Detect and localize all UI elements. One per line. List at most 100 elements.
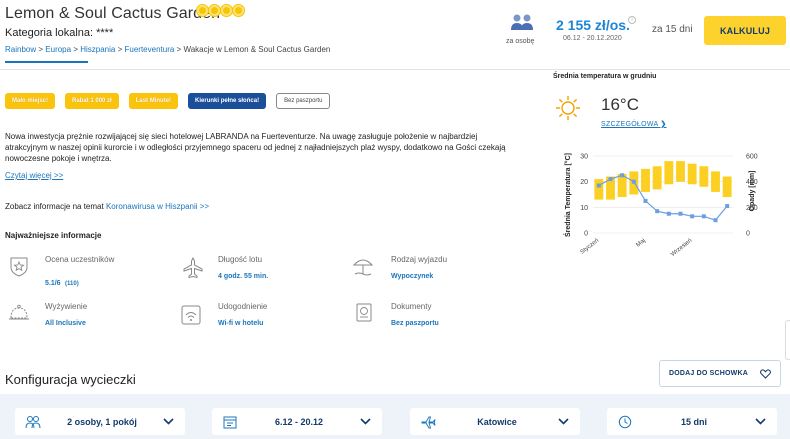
x-tick-label: Maj bbox=[635, 238, 646, 249]
breadcrumb-link[interactable]: Hiszpania bbox=[80, 45, 116, 54]
precipitation-point bbox=[608, 177, 613, 182]
chevron-down-icon bbox=[558, 418, 569, 425]
passport-icon bbox=[356, 303, 372, 322]
add-to-favorites-label: DODAJ DO SCHOWKA bbox=[668, 370, 749, 377]
trip-type-label: Rodzaj wyjazdu bbox=[391, 255, 448, 264]
y-tick-label: 20 bbox=[580, 179, 588, 186]
precipitation-point bbox=[725, 204, 730, 209]
y-right-axis-label: Opady [mm] bbox=[749, 171, 756, 212]
heart-icon bbox=[760, 368, 771, 379]
breadcrumb-current: Wakacje w Lemon & Soul Cactus Garden bbox=[183, 45, 331, 54]
dates-select[interactable]: 6.12 - 20.12 bbox=[212, 408, 382, 435]
divider bbox=[0, 69, 790, 70]
add-to-favorites-button[interactable]: DODAJ DO SCHOWKA bbox=[659, 360, 781, 387]
precipitation-point bbox=[631, 179, 636, 184]
rating-count: (110) bbox=[65, 281, 79, 287]
temperature-bar bbox=[641, 168, 650, 192]
duration-select[interactable]: 15 dni bbox=[607, 408, 777, 435]
breadcrumb-link[interactable]: Europa bbox=[45, 45, 72, 54]
key-info-title: Najważniejsze informacje bbox=[5, 231, 102, 240]
weather-details-link[interactable]: SZCZEGÓŁOWA ❯ bbox=[601, 120, 667, 128]
temperature-bar bbox=[687, 163, 697, 185]
precipitation-point bbox=[643, 198, 648, 203]
side-tab[interactable] bbox=[785, 320, 790, 360]
calculate-button[interactable]: KALKULUJ bbox=[704, 16, 786, 45]
info-icon[interactable]: i bbox=[628, 16, 636, 24]
amenity-value: Wi-fi w hotelu bbox=[218, 320, 264, 327]
badge-last-minute[interactable]: Last Minute! bbox=[128, 93, 179, 109]
config-title: Konfiguracja wycieczki bbox=[5, 372, 136, 387]
breadcrumb-separator: > bbox=[176, 45, 182, 54]
precipitation-point bbox=[666, 211, 671, 216]
climate-chart: 0 10 20 30 0 200 400 600 Styczeń Maj Wrzesień Średn… bbox=[563, 153, 758, 258]
sun-icon bbox=[556, 96, 580, 120]
temperature-bar bbox=[664, 161, 674, 185]
temperature-bar bbox=[652, 166, 662, 190]
local-category: Kategoria lokalna: **** bbox=[5, 27, 114, 39]
y-tick-label: 30 bbox=[580, 154, 588, 161]
departure-select[interactable]: Katowice bbox=[410, 408, 580, 435]
temperature-bar bbox=[676, 161, 685, 182]
y-right-tick-label: 400 bbox=[746, 179, 758, 186]
y-tick-label: 10 bbox=[580, 205, 588, 212]
breadcrumb-link[interactable]: Fuerteventura bbox=[124, 45, 175, 54]
chevron-right-icon: ❯ bbox=[660, 121, 667, 128]
badge-discount[interactable]: Rabat 1 000 zł bbox=[65, 93, 119, 109]
precipitation-point bbox=[701, 214, 706, 219]
plane-icon bbox=[183, 257, 203, 279]
dates-value: 6.12 - 20.12 bbox=[274, 416, 324, 427]
covid-info: Zobacz informacje na temat Koronawirusa … bbox=[5, 202, 209, 211]
precipitation-point bbox=[596, 183, 601, 188]
plane-icon bbox=[421, 416, 436, 428]
y-axis-label: Średnia Temperatura [°C] bbox=[563, 153, 572, 237]
precipitation-point bbox=[620, 173, 625, 178]
clock-icon bbox=[618, 415, 632, 428]
duration-value: 15 dni bbox=[680, 416, 707, 427]
persons-label: za osobę bbox=[506, 38, 535, 45]
temperature-bar bbox=[617, 173, 627, 198]
calendar-icon bbox=[223, 416, 237, 428]
badge-sunny[interactable]: Kierunki pełne słońca! bbox=[188, 93, 267, 109]
rating-value[interactable]: 5.1/6 (110) bbox=[45, 272, 79, 290]
persons-icon bbox=[511, 14, 533, 30]
y-right-tick-label: 200 bbox=[746, 205, 758, 212]
people-icon bbox=[25, 415, 41, 428]
weather-details-label: SZCZEGÓŁOWA bbox=[601, 121, 659, 128]
price: 2 155 zł/os. bbox=[556, 17, 630, 33]
x-tick-label: Wrzesień bbox=[670, 238, 693, 258]
amenity-label: Udogodnienie bbox=[218, 302, 268, 311]
travelers-select[interactable]: 2 osoby, 1 pokój bbox=[15, 408, 185, 435]
trip-duration: za 15 dni bbox=[652, 24, 693, 35]
read-more-link[interactable]: Czytaj więcej >> bbox=[5, 171, 64, 180]
star-icon bbox=[221, 5, 232, 16]
weather-title: Średnia temperatura w grudniu bbox=[553, 73, 657, 80]
trip-dates: 06.12 - 20.12.2020 bbox=[563, 35, 622, 42]
badges: Mało miejsc! Rabat 1 000 zł Last Minute!… bbox=[5, 93, 331, 109]
precipitation-point bbox=[690, 214, 695, 219]
y-tick-label: 0 bbox=[584, 231, 588, 238]
temperature-bar bbox=[722, 176, 732, 198]
chevron-down-icon bbox=[755, 418, 766, 425]
documents-label: Dokumenty bbox=[391, 302, 432, 311]
covid-link[interactable]: Koronawirusa w Hiszpanii >> bbox=[105, 202, 210, 211]
star-icon bbox=[209, 5, 220, 16]
badge-few-seats[interactable]: Mało miejsc! bbox=[5, 93, 56, 109]
star-icon bbox=[197, 5, 208, 16]
star-icon bbox=[233, 5, 244, 16]
breadcrumb-link[interactable]: Rainbow bbox=[5, 45, 37, 54]
breadcrumb-separator: > bbox=[38, 45, 44, 54]
documents-value: Bez paszportu bbox=[391, 320, 439, 327]
meal-plan-value: All Inclusive bbox=[45, 320, 86, 327]
travelers-value: 2 osoby, 1 pokój bbox=[67, 416, 137, 427]
breadcrumb-separator: > bbox=[73, 45, 78, 54]
covid-prefix: Zobacz informacje na temat bbox=[5, 202, 106, 211]
rating-icon bbox=[10, 257, 28, 277]
chevron-down-icon bbox=[360, 418, 371, 425]
breadcrumb-active-indicator bbox=[5, 61, 88, 63]
trip-type-value: Wypoczynek bbox=[391, 273, 434, 280]
precipitation-point bbox=[655, 209, 660, 214]
temperature-value: 16°C bbox=[601, 95, 639, 114]
badge-no-passport[interactable]: Bez paszportu bbox=[276, 93, 331, 109]
hotel-description: Nowa inwestycja prężnie rozwijającej się… bbox=[5, 132, 506, 163]
breadcrumb-separator: > bbox=[117, 45, 123, 54]
